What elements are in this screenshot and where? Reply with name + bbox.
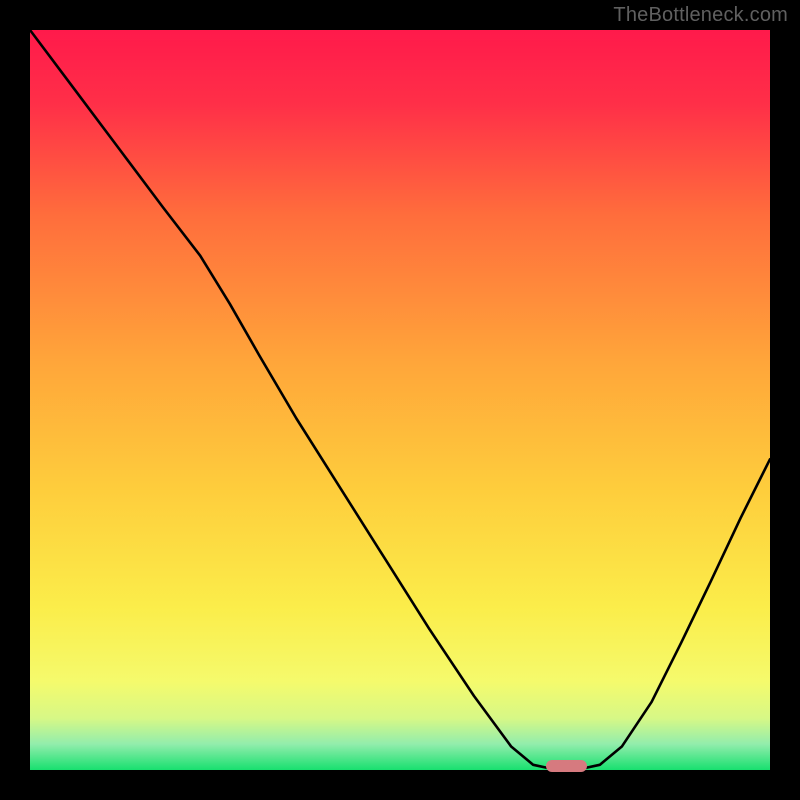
plot-area — [30, 30, 770, 770]
watermark-text: TheBottleneck.com — [613, 4, 788, 27]
chart-container: TheBottleneck.com — [0, 0, 800, 800]
optimal-marker — [546, 760, 587, 772]
bottleneck-curve — [30, 30, 770, 770]
